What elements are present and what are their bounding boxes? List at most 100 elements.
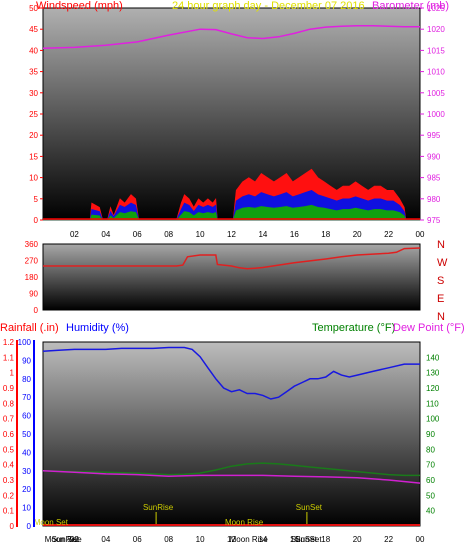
x-tick: 00 <box>416 230 425 239</box>
bottom-event-label: SunRise <box>51 535 82 544</box>
y-right-label-barometer: Barometer (mb) <box>372 0 449 12</box>
y-label-dew-point: Dew Point (°F) <box>393 322 465 334</box>
series-line-0 <box>42 346 420 400</box>
rain-tick: 1.2 <box>3 338 15 347</box>
y-right-tick: 985 <box>427 174 441 183</box>
bottom-event-label: Moon Set <box>45 535 80 544</box>
humidity-tick: 20 <box>22 485 31 494</box>
temperature-tick: 120 <box>426 384 440 393</box>
y-right-tick: 1020 <box>427 25 445 34</box>
rain-tick: 0.6 <box>3 430 15 439</box>
compass-label: W <box>437 257 448 269</box>
series-line-2 <box>42 470 421 484</box>
rain-tick: 1 <box>10 369 15 378</box>
bottom-event-label: Moon Rise <box>230 535 269 544</box>
rain-tick: 0.2 <box>3 491 15 500</box>
temperature-tick: 70 <box>426 461 435 470</box>
y-left-tick: 45 <box>29 25 38 34</box>
y-left-tick: 0 <box>34 216 39 225</box>
bottom-event-label: SunSet <box>291 535 318 544</box>
humidity-panel-background <box>42 341 421 527</box>
y-left-tick: 15 <box>29 152 38 161</box>
x-tick-bottom: 16 <box>290 535 299 544</box>
x-tick-bottom: 08 <box>164 535 173 544</box>
x-tick-bottom: 22 <box>384 535 393 544</box>
y-left-tick: 20 <box>29 131 38 140</box>
rain-tick: 1.1 <box>3 353 15 362</box>
wind-direction-line <box>43 247 421 270</box>
y-left-tick: 25 <box>29 110 38 119</box>
annotation-label: Moon Rise <box>225 518 264 527</box>
y-label-humidity: Humidity (%) <box>66 322 129 334</box>
temperature-tick: 130 <box>426 369 440 378</box>
y-label-temperature: Temperature (°F) <box>312 322 395 334</box>
y-label-rainfall: Rainfall (.in) <box>0 322 59 334</box>
humidity-tick: 60 <box>22 412 31 421</box>
humidity-tick: 80 <box>22 375 31 384</box>
rain-tick: 0 <box>10 522 15 531</box>
x-tick-bottom: 14 <box>258 535 267 544</box>
x-tick: 16 <box>290 230 299 239</box>
y-right-tick: 995 <box>427 131 441 140</box>
y-left-tick: 35 <box>29 68 38 77</box>
rain-tick: 0.4 <box>3 461 15 470</box>
x-tick: 08 <box>164 230 173 239</box>
y-right-tick: 1010 <box>427 68 445 77</box>
series-line-1 <box>42 462 420 477</box>
rain-tick: 0.7 <box>3 415 15 424</box>
x-tick-bottom: 12 <box>227 535 236 544</box>
annotation-label: Moon Set <box>34 518 69 527</box>
direction-tick: 90 <box>29 290 38 299</box>
y-right-tick: 1000 <box>427 110 445 119</box>
temperature-tick: 50 <box>426 491 435 500</box>
temperature-tick: 140 <box>426 353 440 362</box>
barometer-line <box>42 25 420 50</box>
y-left-tick: 50 <box>29 4 38 13</box>
humidity-tick: 0 <box>27 522 32 531</box>
x-tick-bottom: 10 <box>196 535 205 544</box>
x-tick: 18 <box>321 230 330 239</box>
y-right-tick: 1005 <box>427 89 445 98</box>
x-tick: 12 <box>227 230 236 239</box>
compass-label: S <box>437 275 444 287</box>
x-tick-bottom: 18 <box>321 535 330 544</box>
temperature-tick: 80 <box>426 445 435 454</box>
x-tick-bottom: 04 <box>101 535 110 544</box>
rain-tick: 0.1 <box>3 507 15 516</box>
humidity-tick: 30 <box>22 467 31 476</box>
rain-tick: 0.8 <box>3 399 15 408</box>
x-tick: 14 <box>258 230 267 239</box>
y-left-tick: 30 <box>29 89 38 98</box>
rain-tick: 0.5 <box>3 445 15 454</box>
x-tick: 04 <box>101 230 110 239</box>
humidity-tick: 50 <box>22 430 31 439</box>
humidity-tick: 40 <box>22 448 31 457</box>
rain-tick: 0.3 <box>3 476 15 485</box>
compass-label: N <box>437 239 445 251</box>
temperature-tick: 60 <box>426 476 435 485</box>
temperature-tick: 90 <box>426 430 435 439</box>
y-left-tick: 5 <box>34 195 39 204</box>
temperature-tick: 110 <box>426 399 439 408</box>
x-tick-bottom: 02 <box>70 535 79 544</box>
x-tick: 22 <box>384 230 393 239</box>
y-right-tick: 990 <box>427 152 441 161</box>
axis-labels: 0510152025303540455097598098599099510001… <box>3 4 448 544</box>
direction-tick: 180 <box>25 273 39 282</box>
direction-tick: 360 <box>25 240 39 249</box>
chart-title: 24 hour graph day - December 07 2016 <box>172 0 365 12</box>
direction-tick: 0 <box>34 306 39 315</box>
rain-tick: 0.9 <box>3 384 15 393</box>
humidity-tick: 70 <box>22 393 31 402</box>
y-right-tick: 1025 <box>427 4 445 13</box>
x-tick-bottom: 00 <box>416 535 425 544</box>
y-left-label-windspeed: Windspeed (mph) <box>36 0 123 12</box>
y-left-tick: 40 <box>29 46 38 55</box>
x-tick: 20 <box>353 230 362 239</box>
humidity-tick: 90 <box>22 356 31 365</box>
y-right-tick: 980 <box>427 195 441 204</box>
wind-series-3 <box>43 204 420 221</box>
y-left-tick: 10 <box>29 174 38 183</box>
chart-series <box>42 25 421 526</box>
